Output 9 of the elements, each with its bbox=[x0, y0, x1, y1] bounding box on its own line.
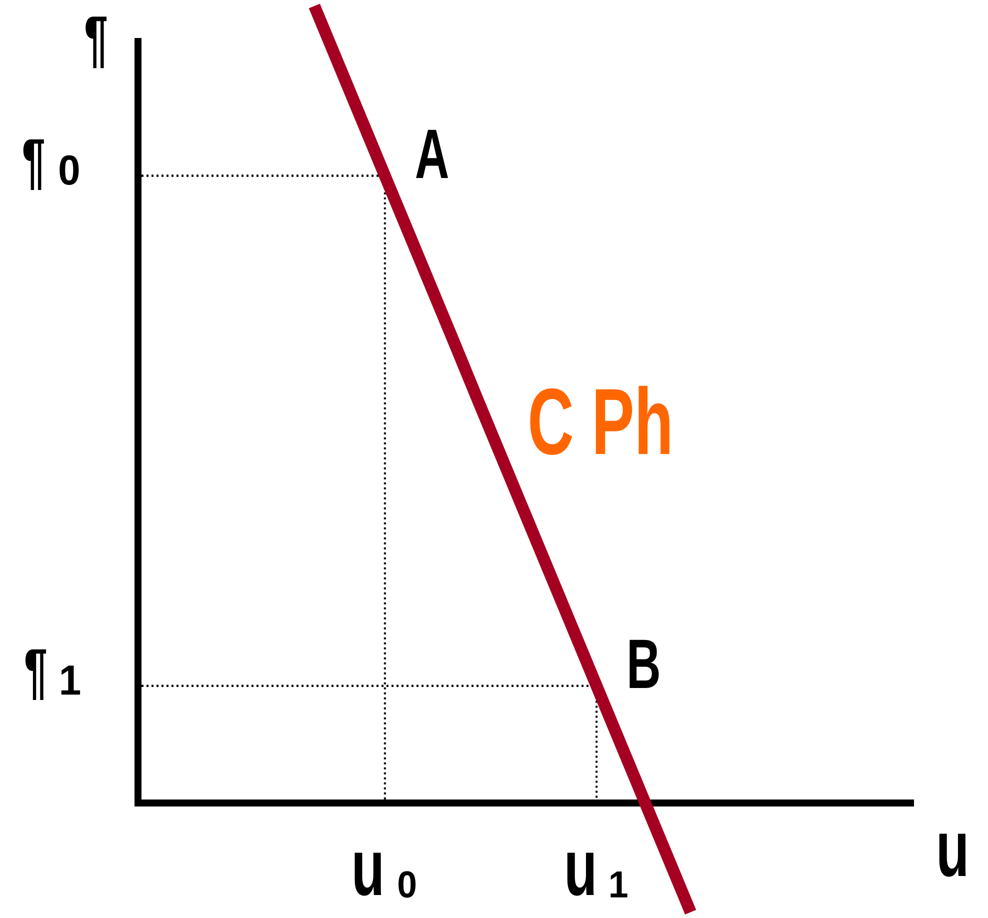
series-label: C Ph bbox=[528, 370, 674, 475]
x-tick-label: u₁ bbox=[564, 824, 630, 913]
y-axis-title: ¶ bbox=[84, 4, 108, 74]
annotation: A bbox=[414, 114, 450, 193]
ref-line-label: ¶₀ bbox=[22, 106, 82, 200]
annotation: B bbox=[626, 624, 661, 704]
ref-line-label: ¶₁ bbox=[24, 616, 82, 711]
x-axis-title: u bbox=[936, 804, 970, 894]
x-tick-label: u₀ bbox=[351, 824, 418, 913]
